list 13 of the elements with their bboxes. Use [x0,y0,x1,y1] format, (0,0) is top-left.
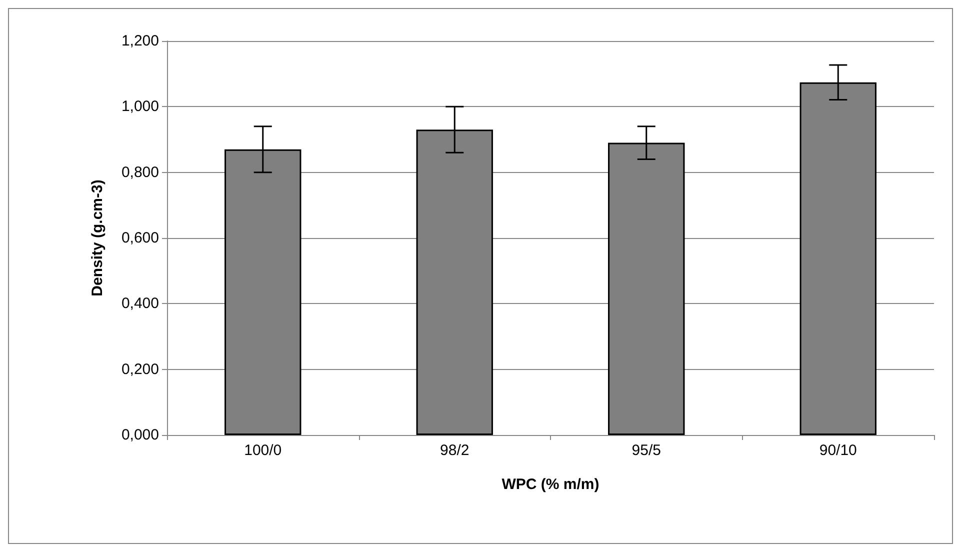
x-tick-label: 100/0 [244,442,282,459]
x-tick-label: 95/5 [632,442,661,459]
y-tick-label: 0,400 [121,295,159,312]
y-tick-label: 1,000 [121,98,159,116]
x-tick-label: 90/10 [819,442,857,459]
y-tick-label: 0,600 [121,230,159,246]
x-tick-label: 98/2 [440,442,470,459]
y-tick-label: 1,200 [121,32,159,50]
x-axis-title: WPC (% m/m) [502,476,600,493]
y-axis-title: Density (g.cm-3) [89,180,106,296]
y-tick-label: 0,200 [121,360,159,378]
y-tick-label: 0,000 [121,426,159,444]
y-tick-label: 0,800 [121,164,159,181]
